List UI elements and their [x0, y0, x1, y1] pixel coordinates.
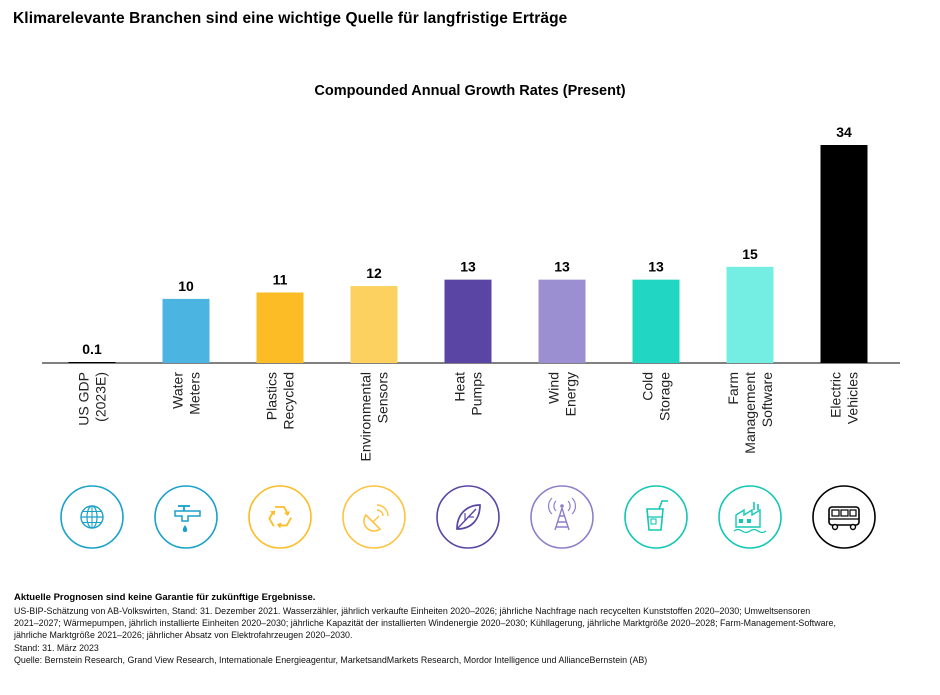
bars-layer — [68, 145, 868, 363]
bar-chart: Compounded Annual Growth Rates (Present)… — [42, 83, 900, 549]
bus-icon — [812, 485, 876, 549]
tick-label-7-line-2: Software — [759, 372, 775, 427]
value-label-8: 34 — [836, 124, 852, 140]
tick-label-0-line-0: US GDP — [76, 372, 92, 426]
page-title: Klimarelevante Branchen sind eine wichti… — [13, 10, 568, 27]
value-label-7: 15 — [742, 246, 758, 262]
source-note: Quelle: Bernstein Research, Grand View R… — [14, 654, 648, 665]
leaf-icon — [436, 485, 500, 549]
notes-line-3: jährliche Marktgröße 2021–2026; jährlich… — [14, 630, 353, 641]
tick-label-3-line-1: Sensors — [375, 372, 391, 423]
date-note: Stand: 31. März 2023 — [14, 642, 99, 653]
water-tap-icon — [154, 485, 218, 549]
tick-label-4: Heat Pumps — [452, 372, 485, 416]
tick-label-6-line-0: Cold — [640, 372, 656, 401]
tick-label-6: Cold Storage — [640, 372, 673, 421]
value-label-1: 10 — [178, 278, 194, 294]
tick-label-8-line-0: Electric — [828, 372, 844, 418]
bar-2 — [256, 292, 304, 363]
tick-label-1-line-0: Water — [170, 372, 186, 409]
tick-label-5-line-1: Energy — [563, 372, 579, 416]
bar-3 — [350, 286, 398, 363]
satellite-dish-icon — [342, 485, 406, 549]
value-label-4: 13 — [460, 259, 476, 275]
farm-factory-icon — [718, 485, 782, 549]
icons-layer — [60, 485, 876, 549]
tick-label-5-line-0: Wind — [546, 372, 562, 404]
notes-line-1: US-BIP-Schätzung von AB-Volkswirten, Sta… — [14, 606, 811, 616]
tick-label-3-line-0: Environmental — [358, 372, 374, 462]
value-label-0: 0.1 — [82, 341, 102, 357]
bar-5 — [538, 279, 586, 363]
tick-label-0: US GDP (2023E) — [76, 372, 109, 426]
footer-notes: Aktuelle Prognosen sind keine Garantie f… — [14, 592, 929, 666]
tick-label-5: Wind Energy — [546, 372, 579, 416]
tick-label-1: Water Meters — [170, 372, 203, 415]
recycle-icon — [248, 485, 312, 549]
bar-6 — [632, 279, 680, 363]
tick-label-2-line-0: Plastics — [264, 372, 280, 420]
value-label-6: 13 — [648, 259, 664, 275]
value-labels-layer: 0.1 10 11 12 13 13 13 15 34 — [82, 124, 852, 357]
cold-drink-icon — [624, 485, 688, 549]
tick-label-7: Farm Management Software — [725, 372, 775, 454]
bar-4 — [444, 279, 492, 363]
wind-tower-icon — [530, 485, 594, 549]
value-label-3: 12 — [366, 265, 382, 281]
tick-labels-layer: US GDP (2023E) Water Meters Plastics Recycled… — [76, 372, 861, 462]
bar-8 — [820, 145, 868, 363]
tick-label-4-line-0: Heat — [452, 372, 468, 402]
tick-label-4-line-1: Pumps — [469, 372, 485, 416]
tick-label-6-line-1: Storage — [657, 372, 673, 421]
tick-label-3: Environmental Sensors — [358, 372, 391, 462]
tick-label-7-line-1: Management — [742, 372, 758, 454]
tick-label-2: Plastics Recycled — [264, 372, 297, 430]
tick-label-8: Electric Vehicles — [828, 372, 861, 424]
value-label-5: 13 — [554, 259, 570, 275]
bar-7 — [726, 266, 774, 363]
bar-0 — [68, 362, 116, 363]
disclaimer: Aktuelle Prognosen sind keine Garantie f… — [14, 592, 316, 603]
tick-label-1-line-1: Meters — [187, 372, 203, 415]
value-label-2: 11 — [273, 271, 288, 287]
globe-icon — [60, 485, 124, 549]
tick-label-0-line-1: (2023E) — [93, 372, 109, 422]
bar-1 — [162, 298, 210, 363]
tick-label-8-line-1: Vehicles — [845, 372, 861, 424]
notes-line-2: 2021–2027; Wärmepumpen, jährlich install… — [14, 618, 836, 629]
tick-label-7-line-0: Farm — [725, 372, 741, 405]
tick-label-2-line-1: Recycled — [281, 372, 297, 430]
chart-title: Compounded Annual Growth Rates (Present) — [314, 83, 625, 99]
